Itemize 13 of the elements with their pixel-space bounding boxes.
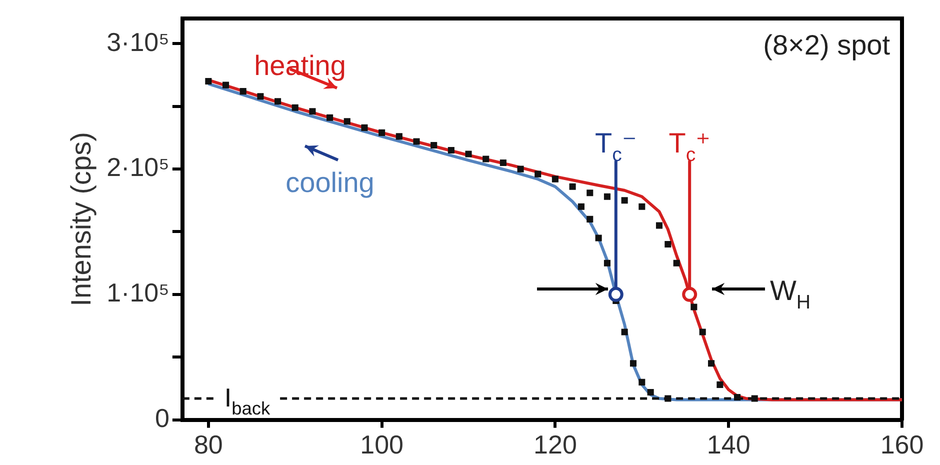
x-tick-label: 80 (194, 430, 223, 460)
y-tick-label: 3·10⁵ (106, 26, 170, 57)
annotation: (8×2) spot (763, 30, 890, 61)
x-tick-label: 100 (360, 430, 404, 460)
x-tick-label: 160 (880, 430, 924, 460)
series-label: heating (254, 50, 346, 81)
y-tick-label: 2·10⁵ (106, 152, 170, 182)
y-tick-label: 1·10⁵ (106, 278, 170, 308)
x-tick-label: 140 (706, 430, 750, 460)
series-label: cooling (286, 167, 374, 198)
x-tick-label: 120 (534, 430, 577, 460)
y-tick-label: 0 (154, 402, 170, 433)
y-axis-title: Intensity (cps) (66, 132, 97, 306)
